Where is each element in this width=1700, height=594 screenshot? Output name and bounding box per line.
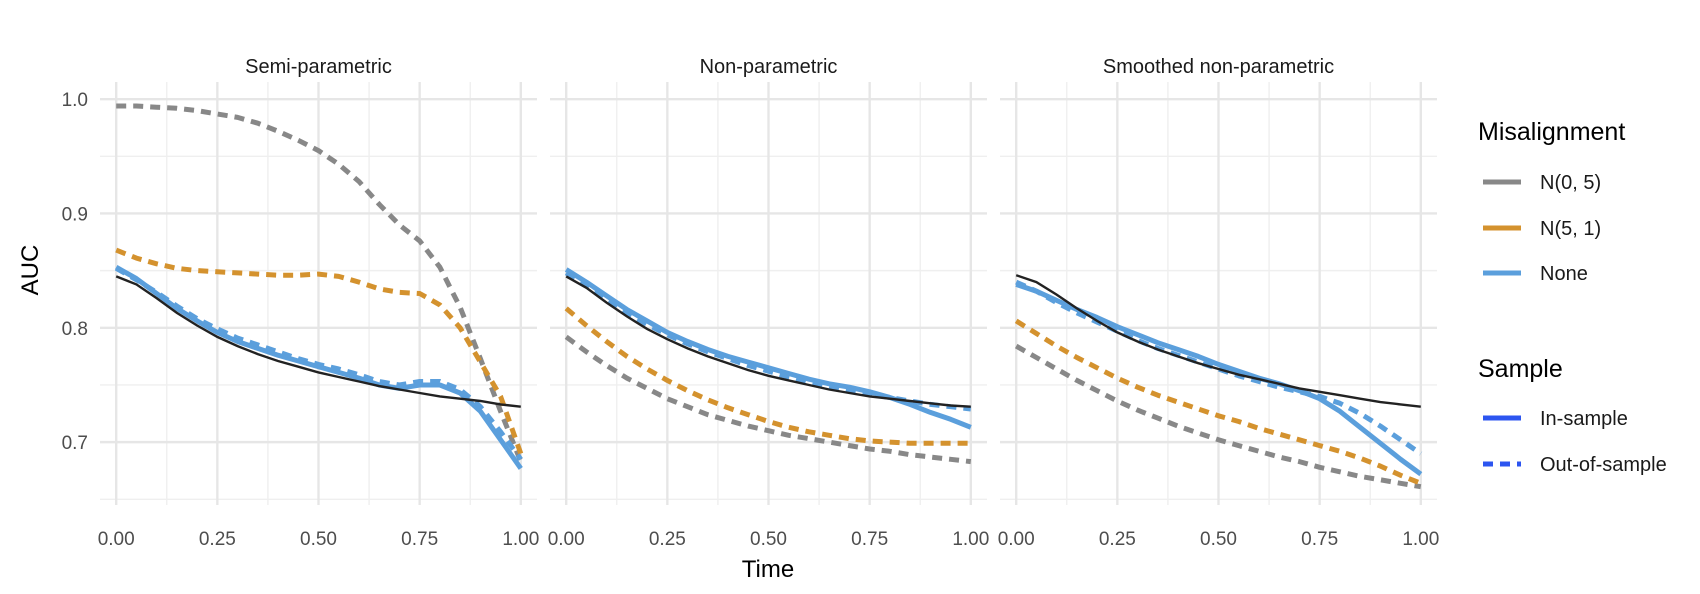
x-tick-label: 0.75 <box>851 529 888 550</box>
x-tick-label: 0.25 <box>649 529 686 550</box>
y-tick-label: 0.8 <box>62 319 88 340</box>
panel-title: Smoothed non-parametric <box>1103 56 1334 78</box>
panel-smoothed-non-parametric: Smoothed non-parametric 0.00 0.25 0.50 0.75 1… <box>998 56 1440 550</box>
legend-label-in-sample: In-sample <box>1540 408 1628 430</box>
reference-line <box>1015 274 1421 408</box>
x-tick-label: 1.00 <box>502 529 539 550</box>
x-tick-label: 0.50 <box>750 529 787 550</box>
panel-non-parametric: Non-parametric 0.00 0.25 0.50 0.75 1.00 <box>548 56 990 550</box>
series-line-n-5-1-out-of-sample <box>564 306 971 446</box>
x-tick-label: 0.00 <box>548 529 585 550</box>
y-tick-label: 0.9 <box>62 204 88 225</box>
panel-semi-parametric: Semi-parametric 0.00 0.25 0.50 0.75 1.00 0.7 0.… <box>62 56 540 550</box>
x-tick-label: 1.00 <box>952 529 989 550</box>
x-tick-label: 0.75 <box>401 529 438 550</box>
series-line-n-0-5-out-of-sample <box>1014 343 1422 490</box>
panel-title: Semi-parametric <box>245 56 392 78</box>
series-line-none-out-of-sample <box>114 266 523 461</box>
x-tick-label: 0.50 <box>300 529 337 550</box>
x-tick-label: 0.25 <box>1099 529 1136 550</box>
chart-panels: Semi-parametric 0.00 0.25 0.50 0.75 1.00 0.7 0.… <box>62 56 1440 550</box>
series-line-n-5-1-out-of-sample <box>115 247 524 455</box>
reference-line <box>565 275 971 408</box>
legend-label-n-0-5: N(0, 5) <box>1540 172 1601 194</box>
x-axis-title: Time <box>742 556 794 583</box>
legend-label-n-5-1: N(5, 1) <box>1540 218 1601 240</box>
legend-title-sample: Sample <box>1478 355 1563 383</box>
legend: Misalignment Sample N(0, 5) N(5, 1) None In… <box>1478 118 1667 476</box>
x-tick-label: 0.75 <box>1301 529 1338 550</box>
y-tick-label: 0.7 <box>62 433 88 454</box>
panel-title: Non-parametric <box>700 56 838 78</box>
y-axis-title: AUC <box>17 245 44 296</box>
legend-label-out-of-sample: Out-of-sample <box>1540 454 1667 476</box>
series-line-none-out-of-sample <box>1015 279 1423 456</box>
x-tick-label: 0.00 <box>98 529 135 550</box>
x-tick-label: 0.50 <box>1200 529 1237 550</box>
x-tick-label: 0.25 <box>199 529 236 550</box>
x-tick-label: 0.00 <box>998 529 1035 550</box>
series-line-n-5-1-out-of-sample <box>1014 318 1422 486</box>
reference-line <box>115 275 521 408</box>
legend-label-none: None <box>1540 263 1588 285</box>
y-tick-label: 1.0 <box>62 90 88 111</box>
x-tick-label: 1.00 <box>1402 529 1439 550</box>
series-line-n-0-5-out-of-sample <box>564 334 972 465</box>
series-line-n-0-5-out-of-sample <box>116 103 524 463</box>
legend-title-misalignment: Misalignment <box>1478 118 1625 146</box>
